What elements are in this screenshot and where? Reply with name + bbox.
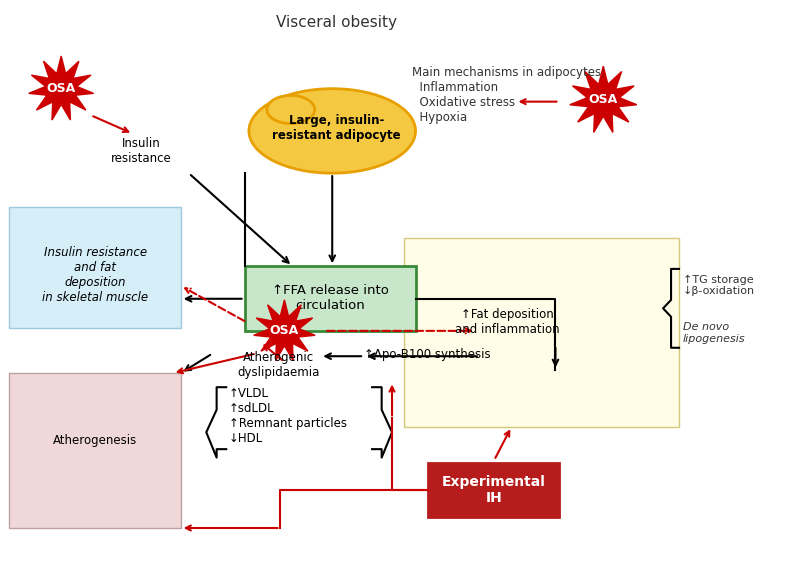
Text: Insulin
resistance: Insulin resistance — [110, 136, 171, 165]
Ellipse shape — [267, 96, 314, 123]
Text: Atherogenic
dyslipidaemia: Atherogenic dyslipidaemia — [238, 350, 320, 379]
Text: OSA: OSA — [46, 82, 76, 95]
Ellipse shape — [249, 89, 415, 173]
FancyBboxPatch shape — [404, 238, 679, 427]
Text: ↑TG storage
↓β-oxidation: ↑TG storage ↓β-oxidation — [683, 275, 755, 296]
Text: De novo
lipogenesis: De novo lipogenesis — [683, 323, 746, 344]
Polygon shape — [29, 56, 94, 120]
Text: ↑FFA release into
circulation: ↑FFA release into circulation — [272, 285, 389, 312]
FancyBboxPatch shape — [428, 463, 559, 517]
Text: Atherogenesis: Atherogenesis — [54, 434, 138, 447]
Text: Main mechanisms in adipocytes:
  Inflammation
  Oxidative stress
  Hypoxia: Main mechanisms in adipocytes: Inflammat… — [412, 66, 605, 124]
FancyBboxPatch shape — [10, 207, 181, 328]
Text: ↑Fat deposition
and inflammation: ↑Fat deposition and inflammation — [455, 308, 560, 336]
Text: ↑Apo-B100 synthesis: ↑Apo-B100 synthesis — [364, 348, 490, 361]
Text: Visceral obesity: Visceral obesity — [276, 15, 397, 31]
Polygon shape — [570, 66, 637, 132]
Text: Insulin resistance
and fat
deposition
in skeletal muscle: Insulin resistance and fat deposition in… — [42, 246, 149, 305]
Text: OSA: OSA — [270, 324, 299, 337]
Text: Large, insulin-
resistant adipocyte: Large, insulin- resistant adipocyte — [272, 114, 401, 142]
FancyBboxPatch shape — [245, 266, 416, 331]
Text: ↑VLDL
↑sdLDL
↑Remnant particles
↓HDL: ↑VLDL ↑sdLDL ↑Remnant particles ↓HDL — [229, 387, 346, 445]
Polygon shape — [254, 300, 315, 361]
Text: OSA: OSA — [589, 93, 618, 106]
FancyBboxPatch shape — [10, 373, 181, 528]
Text: Experimental
IH: Experimental IH — [442, 475, 546, 505]
